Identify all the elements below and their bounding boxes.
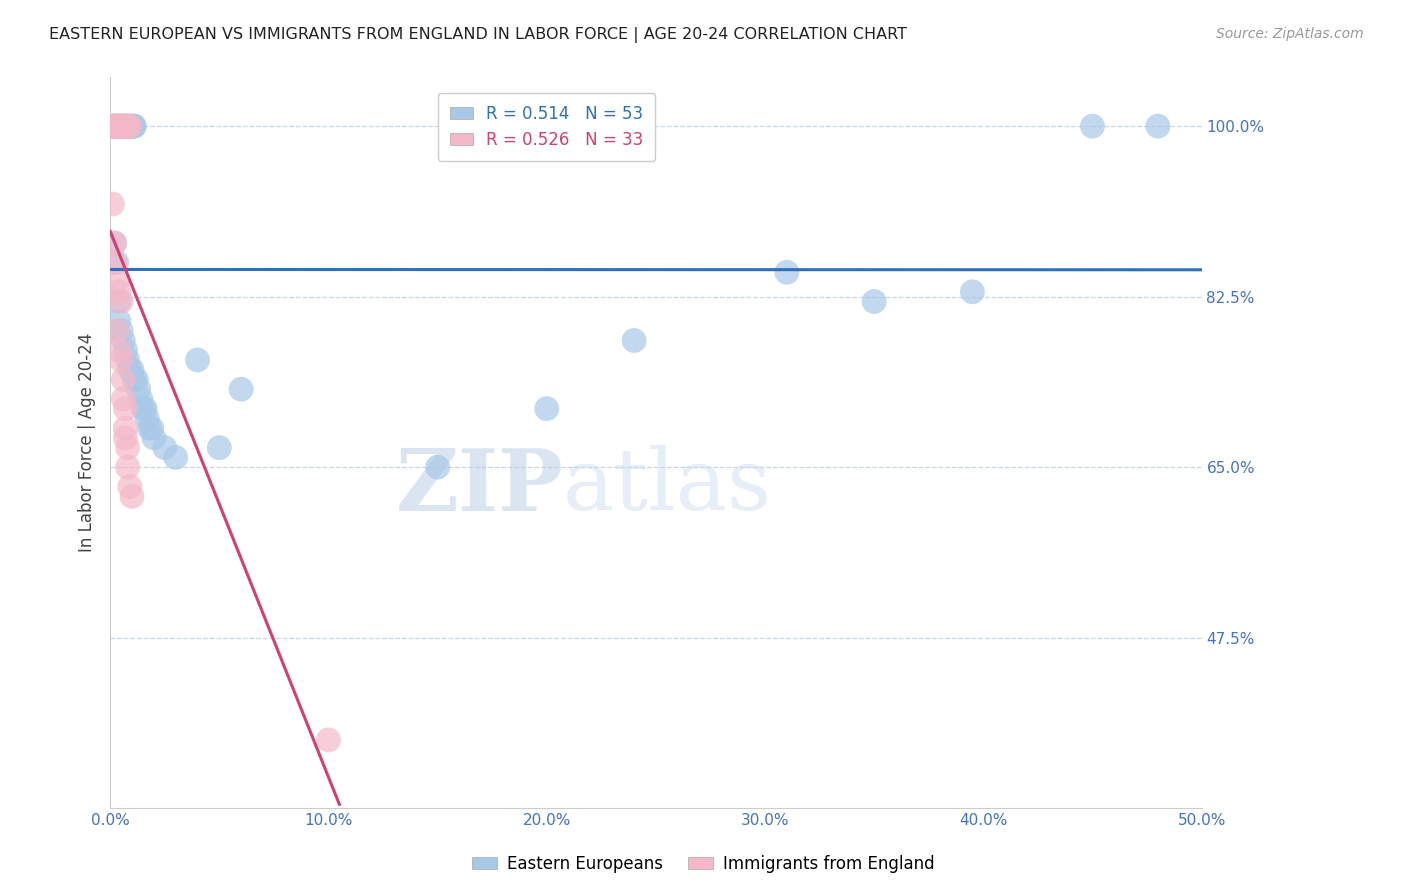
Point xyxy=(117,119,139,133)
Point xyxy=(1081,119,1104,133)
Point xyxy=(186,353,208,368)
Point xyxy=(105,119,128,133)
Point xyxy=(117,119,139,133)
Point xyxy=(122,372,145,386)
Point xyxy=(108,314,131,328)
Point xyxy=(103,119,125,133)
Point xyxy=(101,197,124,211)
Text: Source: ZipAtlas.com: Source: ZipAtlas.com xyxy=(1216,27,1364,41)
Point xyxy=(114,401,136,416)
Point xyxy=(536,401,558,416)
Point xyxy=(105,255,128,269)
Point xyxy=(121,119,143,133)
Point xyxy=(110,119,132,133)
Point xyxy=(110,119,132,133)
Point xyxy=(103,235,125,250)
Point xyxy=(122,119,145,133)
Point xyxy=(153,441,176,455)
Point xyxy=(318,732,340,747)
Point xyxy=(121,362,143,376)
Point xyxy=(776,265,799,279)
Point xyxy=(112,372,135,386)
Legend: Eastern Europeans, Immigrants from England: Eastern Europeans, Immigrants from Engla… xyxy=(465,848,941,880)
Point xyxy=(114,119,136,133)
Point xyxy=(105,324,128,338)
Point xyxy=(132,401,155,416)
Text: ZIP: ZIP xyxy=(395,444,564,529)
Point xyxy=(117,460,139,475)
Point xyxy=(108,285,131,299)
Point xyxy=(112,334,135,348)
Point xyxy=(117,353,139,368)
Point xyxy=(623,334,645,348)
Point xyxy=(112,119,135,133)
Point xyxy=(103,119,125,133)
Legend: R = 0.514   N = 53, R = 0.526   N = 33: R = 0.514 N = 53, R = 0.526 N = 33 xyxy=(439,93,655,161)
Text: atlas: atlas xyxy=(564,445,772,528)
Point xyxy=(110,324,132,338)
Y-axis label: In Labor Force | Age 20-24: In Labor Force | Age 20-24 xyxy=(79,333,96,552)
Point xyxy=(165,450,187,465)
Point xyxy=(129,392,152,406)
Point xyxy=(114,119,136,133)
Point xyxy=(125,372,148,386)
Point xyxy=(142,431,165,445)
Point xyxy=(128,382,150,396)
Point xyxy=(105,119,128,133)
Point xyxy=(118,480,141,494)
Point xyxy=(863,294,886,309)
Point xyxy=(138,421,160,435)
Point xyxy=(101,119,124,133)
Point xyxy=(118,119,141,133)
Point xyxy=(117,119,139,133)
Point xyxy=(101,119,124,133)
Point xyxy=(103,255,125,269)
Point xyxy=(110,119,132,133)
Point xyxy=(108,343,131,358)
Point xyxy=(962,285,984,299)
Point xyxy=(121,489,143,503)
Point xyxy=(108,294,131,309)
Point xyxy=(121,119,143,133)
Point xyxy=(114,343,136,358)
Point xyxy=(110,353,132,368)
Point xyxy=(103,119,125,133)
Point xyxy=(117,119,139,133)
Point xyxy=(108,119,131,133)
Point xyxy=(136,411,159,425)
Point xyxy=(114,431,136,445)
Point xyxy=(117,441,139,455)
Point xyxy=(141,421,163,435)
Point xyxy=(105,119,128,133)
Point xyxy=(103,119,125,133)
Point xyxy=(105,119,128,133)
Point xyxy=(114,421,136,435)
Point xyxy=(110,294,132,309)
Point xyxy=(426,460,449,475)
Point xyxy=(105,275,128,289)
Point xyxy=(208,441,231,455)
Point xyxy=(118,362,141,376)
Point xyxy=(108,119,131,133)
Point xyxy=(108,119,131,133)
Point xyxy=(118,119,141,133)
Point xyxy=(122,119,145,133)
Point xyxy=(1147,119,1170,133)
Point xyxy=(103,235,125,250)
Text: EASTERN EUROPEAN VS IMMIGRANTS FROM ENGLAND IN LABOR FORCE | AGE 20-24 CORRELATI: EASTERN EUROPEAN VS IMMIGRANTS FROM ENGL… xyxy=(49,27,907,43)
Point xyxy=(110,119,132,133)
Point xyxy=(231,382,253,396)
Point xyxy=(114,119,136,133)
Point xyxy=(112,119,135,133)
Point xyxy=(112,392,135,406)
Point xyxy=(112,119,135,133)
Point xyxy=(134,401,156,416)
Point xyxy=(112,119,135,133)
